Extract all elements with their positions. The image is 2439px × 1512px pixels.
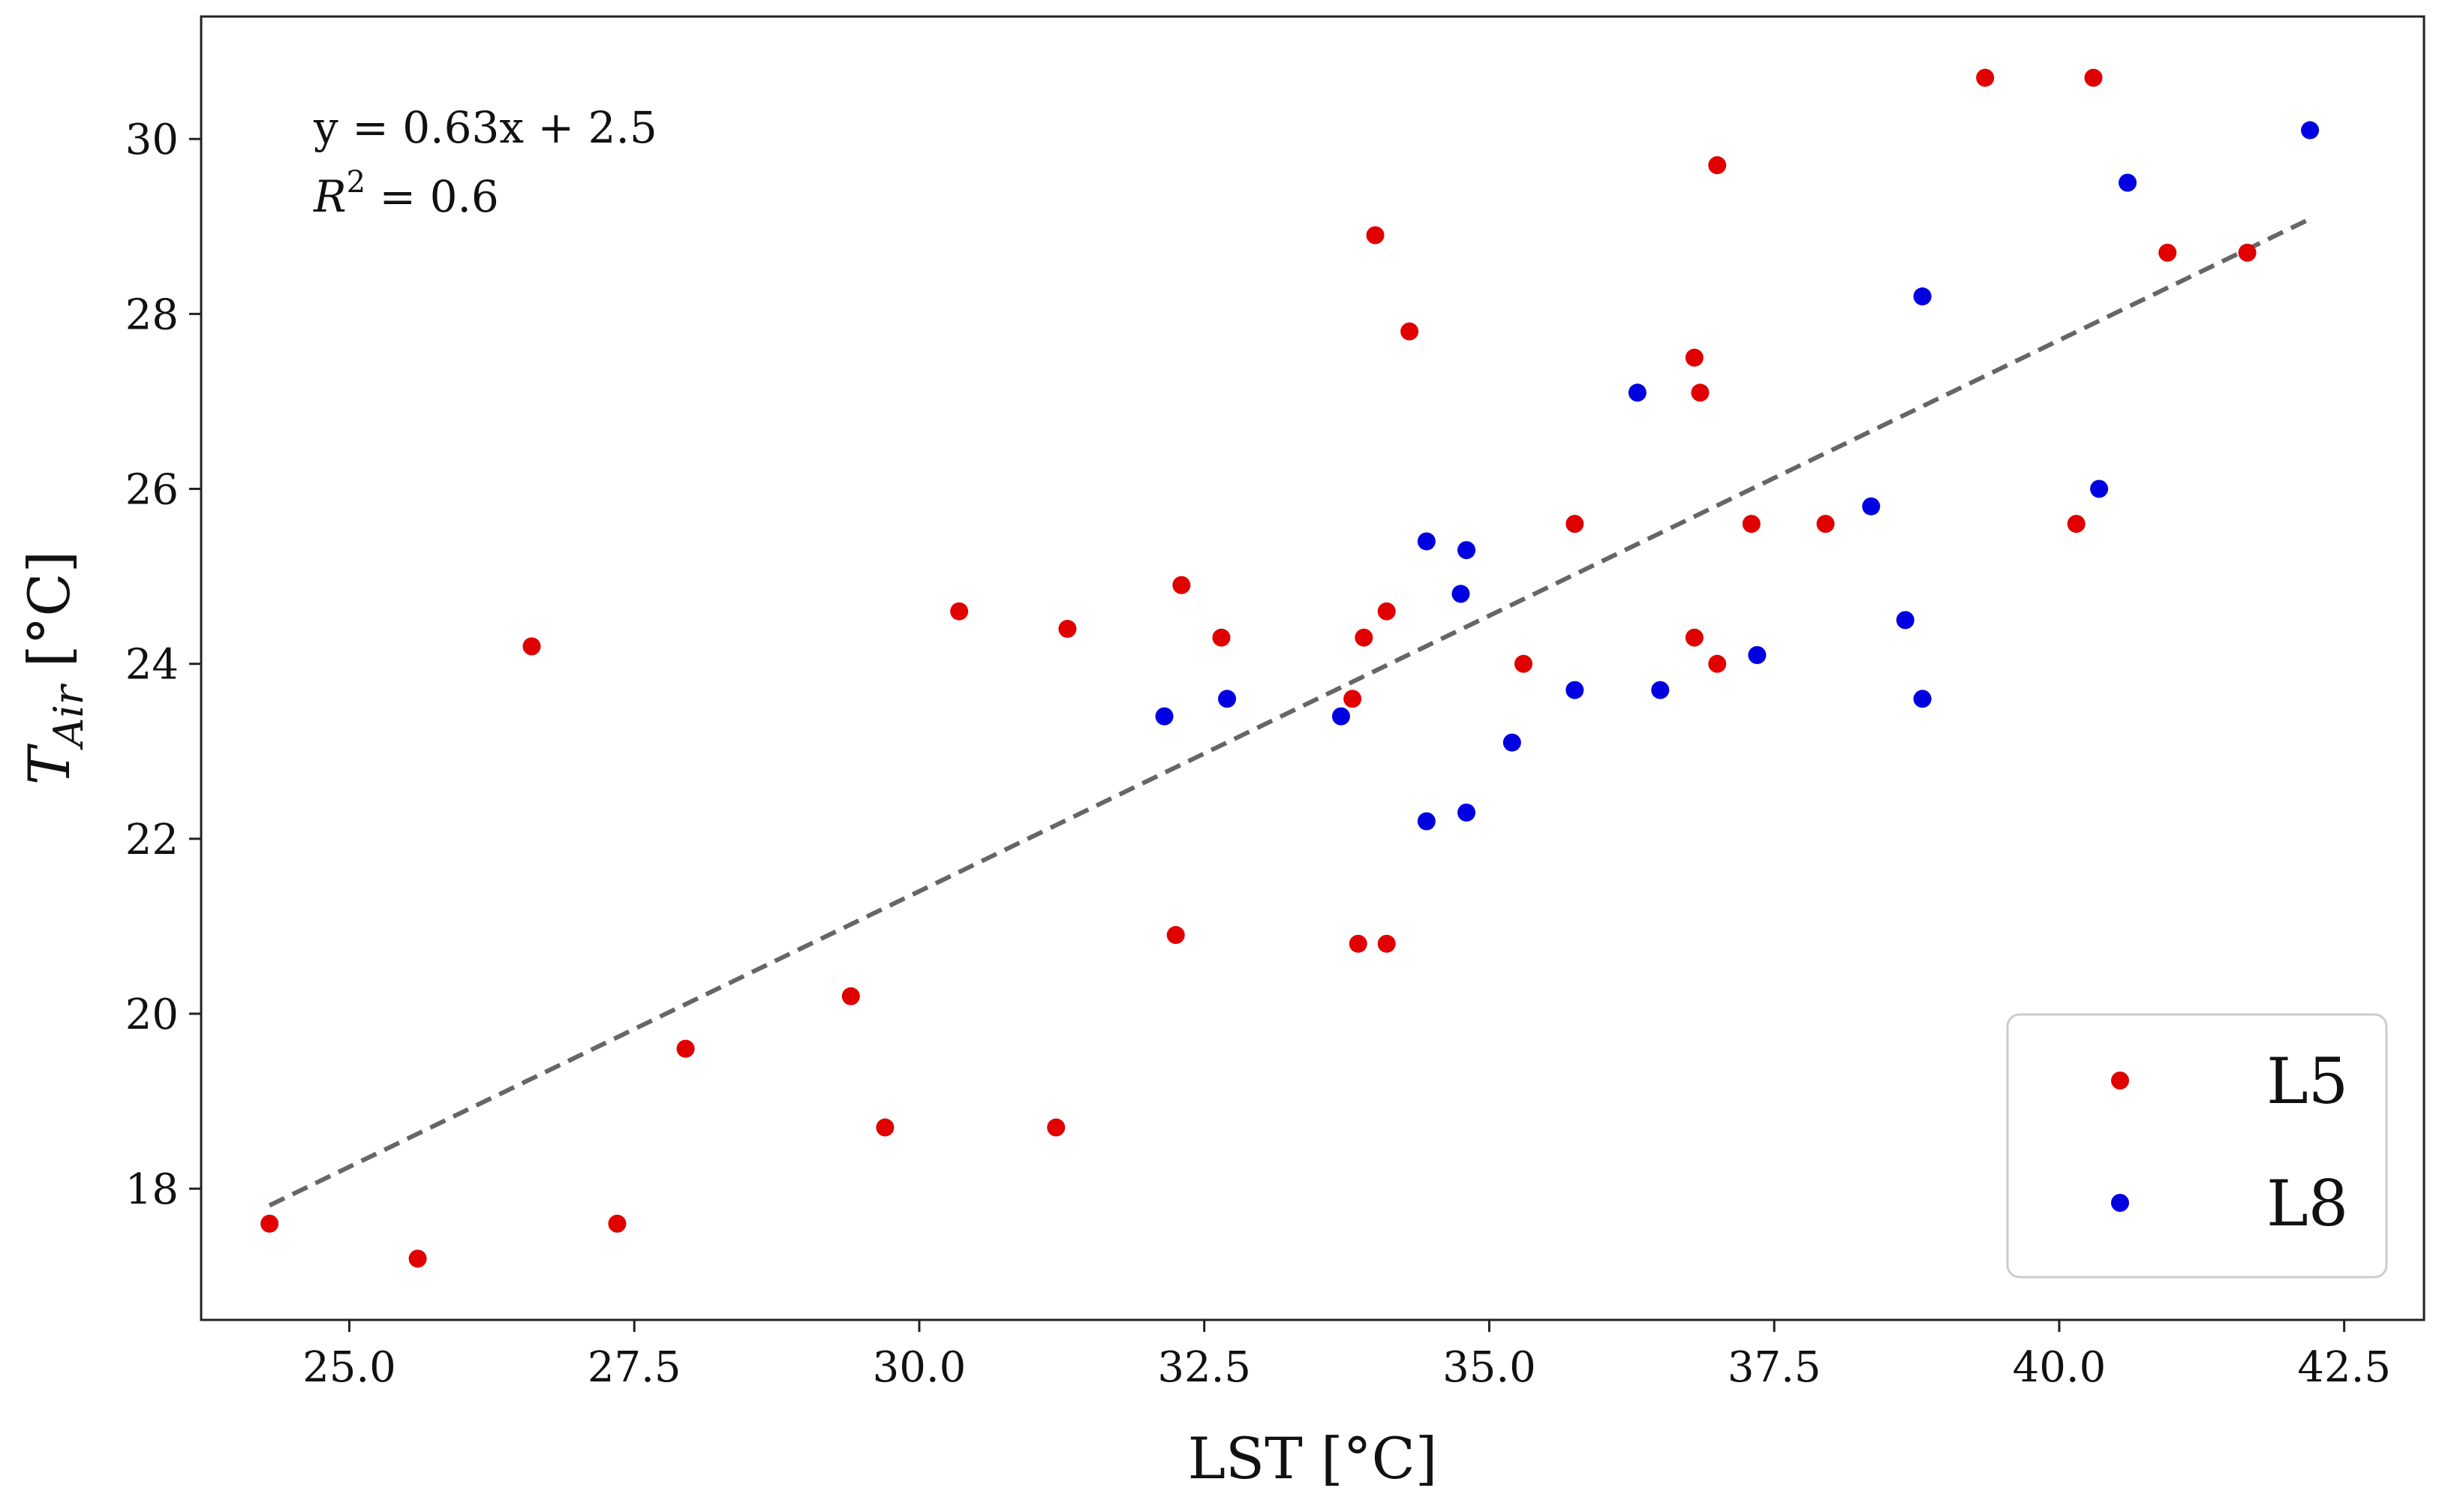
point-l5 — [1377, 602, 1396, 621]
y-tick-label: 18 — [125, 1165, 179, 1214]
point-l8 — [1896, 611, 1914, 630]
plot-content — [260, 68, 2320, 1268]
regression-line — [268, 217, 2311, 1208]
point-l5 — [1976, 68, 1995, 87]
legend-l5-label: L5 — [2266, 1045, 2348, 1118]
y-axis-label: TAir [°C] — [16, 551, 92, 785]
point-l5 — [2067, 515, 2086, 534]
point-l8 — [2119, 173, 2137, 192]
point-l5 — [1212, 628, 1231, 647]
point-l5 — [1685, 348, 1704, 367]
point-l8 — [1218, 690, 1237, 708]
legend-l8-marker — [2111, 1194, 2129, 1212]
point-l8 — [1628, 383, 1647, 402]
point-l5 — [950, 602, 969, 621]
point-l5 — [522, 637, 541, 656]
point-l5 — [1565, 515, 1584, 534]
point-l8 — [1417, 532, 1436, 551]
point-l5 — [2158, 243, 2177, 262]
point-l5 — [260, 1214, 279, 1233]
point-l5 — [1172, 576, 1191, 594]
y-tick-label: 30 — [125, 116, 179, 164]
point-l8 — [1913, 690, 1932, 708]
point-l5 — [1400, 322, 1419, 341]
point-l5 — [1058, 620, 1077, 639]
point-l5 — [841, 987, 860, 1005]
x-tick-label: 30.0 — [873, 1343, 967, 1392]
point-l5 — [1166, 926, 1185, 945]
x-tick-label: 27.5 — [588, 1343, 681, 1392]
point-l5 — [1377, 934, 1396, 953]
point-l5 — [1691, 383, 1710, 402]
point-l8 — [1331, 707, 1350, 726]
point-l5 — [408, 1249, 427, 1268]
point-l5 — [876, 1118, 895, 1137]
y-tick-label: 26 — [125, 466, 179, 515]
point-l8 — [1502, 733, 1521, 752]
y-tick-label: 24 — [125, 641, 179, 690]
point-l5 — [1349, 934, 1367, 953]
legend: L5 L8 — [2006, 1013, 2388, 1279]
legend-box — [2006, 1013, 2388, 1279]
point-l8 — [1155, 707, 1174, 726]
point-l5 — [1708, 156, 1727, 175]
point-l8 — [1748, 646, 1767, 665]
x-tick-label: 40.0 — [2013, 1343, 2107, 1392]
point-l5 — [1685, 628, 1704, 647]
point-l5 — [1366, 226, 1385, 245]
x-tick-label: 35.0 — [1442, 1343, 1536, 1392]
plot-frame — [200, 15, 2425, 1321]
x-tick-label: 32.5 — [1157, 1343, 1251, 1392]
point-l5 — [608, 1214, 627, 1233]
y-tick-label: 22 — [125, 816, 179, 864]
x-tick-label: 37.5 — [1728, 1343, 1821, 1392]
equation-annotation: y = 0.63x + 2.5 — [313, 102, 657, 153]
point-l8 — [1457, 541, 1476, 560]
point-l5 — [1514, 654, 1533, 673]
point-l8 — [1862, 497, 1881, 516]
point-l5 — [1816, 515, 1835, 534]
point-l5 — [2238, 243, 2257, 262]
point-l5 — [1742, 515, 1761, 534]
x-tick-label: 25.0 — [302, 1343, 396, 1392]
legend-l8-label: L8 — [2266, 1167, 2348, 1240]
point-l5 — [1047, 1118, 1066, 1137]
point-l5 — [1343, 690, 1362, 708]
point-l5 — [1355, 628, 1373, 647]
legend-l5-marker — [2111, 1072, 2129, 1090]
point-l8 — [1457, 803, 1476, 822]
point-l5 — [676, 1039, 695, 1058]
point-l8 — [1417, 812, 1436, 831]
x-tick-label: 42.5 — [2297, 1343, 2391, 1392]
point-l5 — [2084, 68, 2103, 87]
x-axis-label: LST [°C] — [1188, 1425, 1438, 1492]
point-l8 — [2090, 479, 2109, 498]
y-tick-label: 28 — [125, 290, 179, 339]
axis-ticks: 25.0 27.5 30.0 32.5 35.0 37.5 40.0 42.5 18 20 22 24… — [125, 116, 2391, 1392]
data-points — [260, 68, 2320, 1268]
y-tick-label: 20 — [125, 990, 179, 1039]
point-l8 — [1451, 585, 1470, 603]
r-squared-annotation: R2 = 0.6 — [313, 165, 499, 222]
point-l8 — [1651, 681, 1670, 699]
point-l8 — [1565, 681, 1584, 699]
point-l8 — [1913, 287, 1932, 306]
point-l5 — [1708, 654, 1727, 673]
point-l8 — [2301, 121, 2320, 140]
